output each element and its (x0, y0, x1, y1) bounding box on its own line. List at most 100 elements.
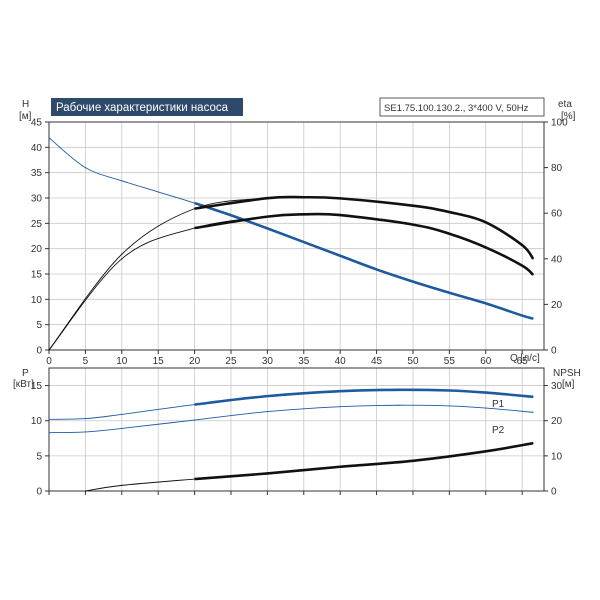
series-point (375, 268, 378, 271)
series-point (339, 255, 341, 257)
top-y-left-unit: [м] (19, 111, 32, 122)
series-line-bold (194, 441, 534, 481)
series-point (448, 233, 450, 235)
series-point (339, 390, 341, 392)
series-point (532, 411, 534, 413)
x-tick-label: 5 (83, 356, 89, 367)
series-point (397, 389, 400, 391)
series-point (84, 418, 86, 420)
bottom-y-right-label: NPSH (553, 368, 581, 379)
series-point (532, 396, 534, 398)
x-tick-label: 0 (46, 356, 52, 367)
series-point (485, 392, 487, 394)
y-right-tick-label: 20 (551, 416, 563, 427)
series-point (485, 221, 487, 223)
y-right-tick-label: 20 (551, 300, 563, 311)
series-point (48, 432, 50, 434)
y-left-tick-label: 15 (31, 270, 43, 281)
series-point (266, 197, 268, 199)
chart-subtitle-box (379, 97, 545, 117)
series-point (485, 450, 487, 452)
series-point (121, 180, 123, 182)
series-point (266, 395, 268, 397)
series-point (521, 265, 523, 267)
series-point (48, 137, 50, 139)
x-tick-label: 25 (225, 356, 237, 367)
series-point (521, 314, 523, 317)
series-point (193, 419, 196, 421)
series-point (532, 317, 534, 320)
y-left-tick-label: 5 (36, 320, 42, 331)
x-tick-label: 15 (153, 356, 165, 367)
series-point (485, 246, 487, 248)
x-tick-label: 55 (444, 356, 456, 367)
top-y-right-label: eta (558, 99, 572, 110)
series-point (485, 302, 487, 304)
x-tick-label: 20 (189, 356, 201, 367)
series-point (303, 241, 305, 243)
series-line-thin (85, 442, 534, 492)
series-point (532, 274, 534, 276)
x-tick-label: 60 (480, 356, 492, 367)
series-point (157, 191, 159, 193)
y-right-tick-label: 0 (551, 346, 557, 357)
series-point (193, 208, 196, 210)
chart-title: Рабочие характеристики насоса (56, 102, 229, 114)
bottom-y-right-unit: [м] (562, 379, 575, 390)
series-point (339, 214, 341, 216)
series-point (397, 404, 400, 406)
series-point (121, 413, 123, 415)
series-point (339, 466, 341, 468)
series-point (193, 478, 196, 480)
series-point (84, 167, 86, 169)
series-point (266, 472, 268, 475)
series-line-bold (194, 388, 534, 406)
grid-layer (48, 121, 544, 492)
y-right-tick-label: 60 (551, 209, 563, 220)
series-point (532, 442, 534, 444)
series-point (84, 431, 86, 433)
x-tick-label: 35 (298, 356, 310, 367)
y-left-tick-label: 5 (36, 451, 42, 462)
y-right-tick-label: 30 (551, 381, 563, 392)
series-point (303, 196, 305, 198)
y-left-tick-label: 20 (31, 244, 43, 255)
series-point (121, 253, 123, 255)
series-label-p1: P1 (492, 399, 505, 410)
plot-frame (48, 367, 545, 492)
y-right-tick-label: 0 (551, 487, 557, 498)
series-point (339, 197, 341, 199)
series-point (121, 427, 123, 430)
series-point (448, 389, 450, 392)
top-y-right-unit: [%] (561, 111, 576, 122)
y-left-tick-label: 0 (36, 487, 42, 498)
x-tick-label: 65 (517, 356, 529, 367)
x-axis-label: Q [л/с] (510, 353, 540, 364)
bottom-y-left-unit: [кВт] (13, 379, 34, 390)
chart-title-background (51, 98, 243, 116)
label-layer: Рабочие характеристики насоса SE1.75.100… (13, 97, 581, 436)
y-left-tick-label: 45 (31, 118, 43, 129)
series-point (448, 405, 450, 407)
series-layer (48, 137, 535, 492)
y-left-tick-label: 25 (31, 219, 43, 230)
y-left-tick-label: 10 (31, 295, 43, 306)
series-point (412, 281, 414, 283)
series-point (412, 224, 414, 226)
chart-subtitle: SE1.75.100.130.2., 3*400 V, 50Hz (384, 103, 529, 114)
series-line-thin (48, 404, 534, 434)
x-tick-label: 10 (116, 356, 128, 367)
series-point (266, 227, 268, 229)
series-point (84, 490, 86, 492)
y-left-tick-label: 30 (31, 194, 43, 205)
series-point (521, 244, 523, 246)
y-left-tick-label: 10 (31, 416, 43, 427)
x-tick-label: 40 (335, 356, 347, 367)
y-left-tick-label: 0 (36, 346, 42, 357)
series-point (193, 227, 196, 229)
series-point (121, 484, 123, 486)
x-tick-label: 45 (371, 356, 383, 367)
top-y-left-label: H (22, 99, 29, 110)
y-right-tick-label: 80 (551, 163, 563, 174)
